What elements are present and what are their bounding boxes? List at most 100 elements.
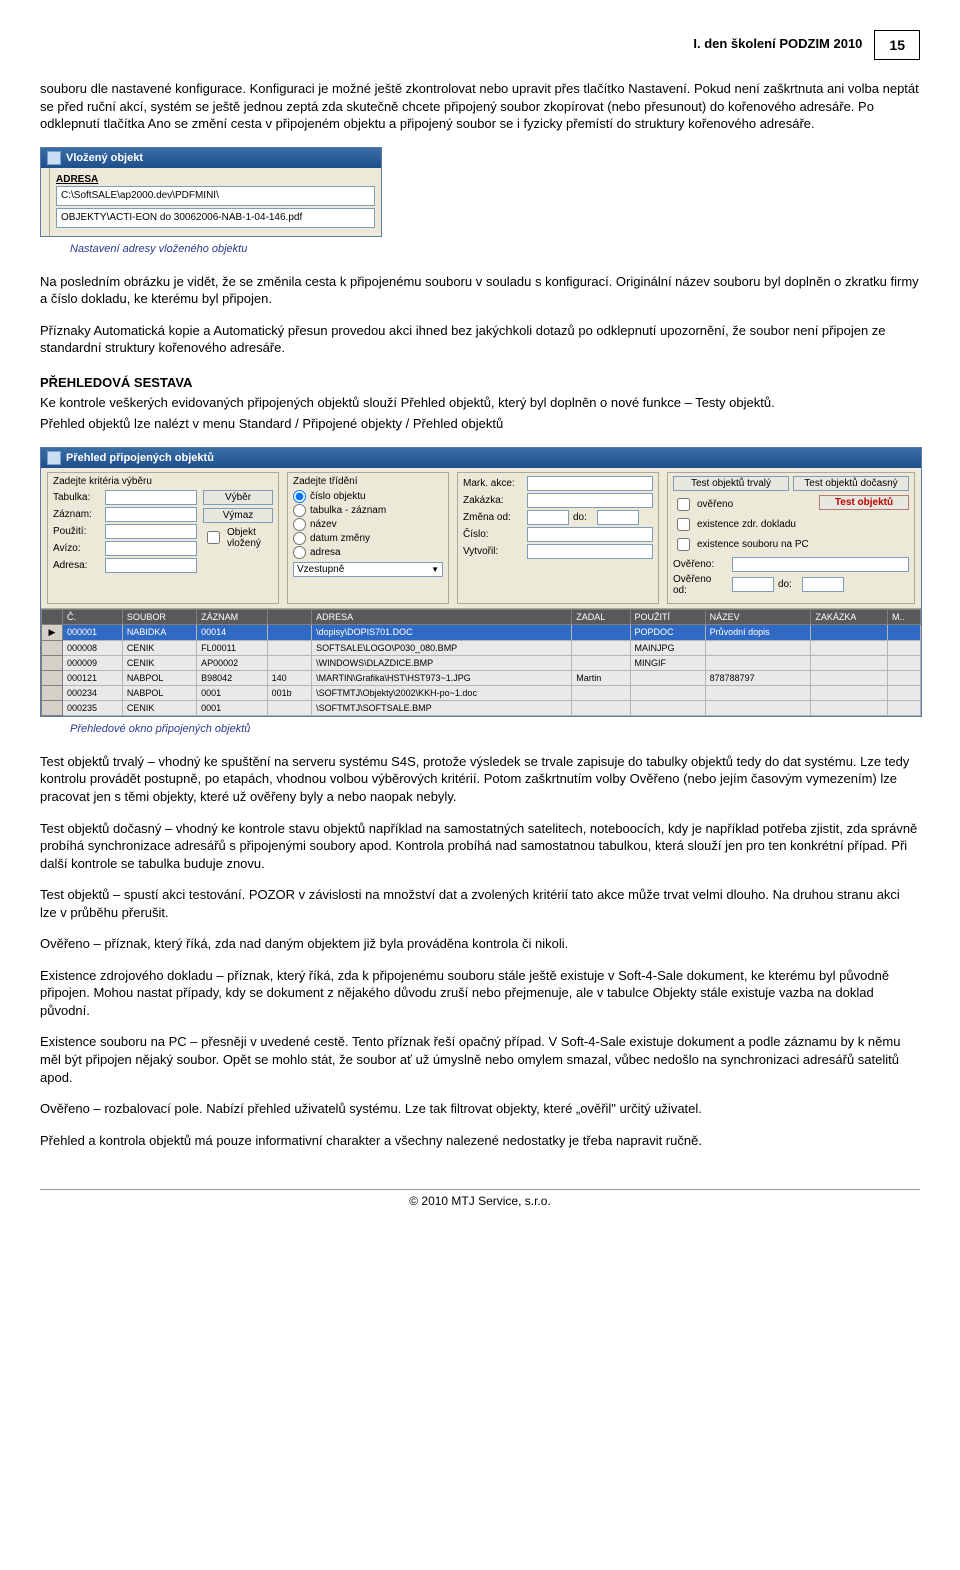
- input-avizo[interactable]: [105, 541, 197, 556]
- radio-cislo-label: číslo objektu: [310, 491, 366, 502]
- input-zakazka[interactable]: [527, 493, 653, 508]
- label-vytvoril: Vytvořil:: [463, 546, 523, 557]
- radio-nazev-label: název: [310, 519, 337, 530]
- grid-header[interactable]: ZAKÁZKA: [811, 609, 888, 624]
- grid-cell: [572, 655, 630, 670]
- objects-grid[interactable]: Č.SOUBORZÁZNAM ADRESAZADALPOUŽITÍNÁZEVZAK…: [41, 609, 921, 716]
- label-cislo: Číslo:: [463, 529, 523, 540]
- label-zakazka: Zakázka:: [463, 495, 523, 506]
- input-pouziti[interactable]: [105, 524, 197, 539]
- grid-header[interactable]: POUŽITÍ: [630, 609, 705, 624]
- test-trvaly-button[interactable]: Test objektů trvalý: [673, 476, 789, 491]
- table-row[interactable]: 000008CENIKFL00011SOFTSALE\LOGO\P030_080…: [42, 640, 921, 655]
- grid-cell: SOFTSALE\LOGO\P030_080.BMP: [312, 640, 572, 655]
- paragraph-2: Na posledním obrázku je vidět, že se změ…: [40, 273, 920, 308]
- path-field-2[interactable]: OBJEKTY\ACTI-EON do 30062006-NAB-1-04-14…: [56, 208, 375, 228]
- paragraph-6: Test objektů trvalý – vhodný ke spuštění…: [40, 753, 920, 806]
- section-title: PŘEHLEDOVÁ SESTAVA: [40, 375, 920, 390]
- grid-cell: CENIK: [122, 655, 196, 670]
- overeno-checkbox[interactable]: [677, 498, 690, 511]
- grid-cell: 001b: [267, 685, 311, 700]
- input-mark[interactable]: [527, 476, 653, 491]
- grid-header[interactable]: ZADAL: [572, 609, 630, 624]
- paragraph-12: Ověřeno – rozbalovací pole. Nabízí přehl…: [40, 1100, 920, 1118]
- grid-cell: [705, 640, 811, 655]
- grid-header[interactable]: ZÁZNAM: [197, 609, 268, 624]
- grid-cell: [267, 655, 311, 670]
- caption-2: Přehledové okno připojených objektů: [70, 723, 920, 735]
- vyber-button[interactable]: Výběr: [203, 490, 273, 505]
- radio-cislo[interactable]: [293, 490, 306, 503]
- input-vytvoril[interactable]: [527, 544, 653, 559]
- path-field-1[interactable]: C:\SoftSALE\ap2000.dev\PDFMINI\: [56, 186, 375, 206]
- grid-cell: \WINDOWS\DLAZDICE.BMP: [312, 655, 572, 670]
- grid-cell: [572, 624, 630, 640]
- input-adresa[interactable]: [105, 558, 197, 573]
- label-do2: do:: [778, 579, 798, 590]
- grid-cell: [267, 624, 311, 640]
- table-row[interactable]: 000121NABPOLB98042140\MARTIN\Grafika\HST…: [42, 670, 921, 685]
- grid-cell: 000234: [63, 685, 123, 700]
- grid-cell: POPDOC: [630, 624, 705, 640]
- grid-cell: B98042: [197, 670, 268, 685]
- soubor-checkbox[interactable]: [677, 538, 690, 551]
- radio-tabulka-label: tabulka - záznam: [310, 505, 386, 516]
- label-do: do:: [573, 512, 593, 523]
- grid-cell: 000009: [63, 655, 123, 670]
- grid-cell: [42, 670, 63, 685]
- grid-header[interactable]: [42, 609, 63, 624]
- input-zmena-od[interactable]: [527, 510, 569, 525]
- grid-cell: AP00002: [197, 655, 268, 670]
- overview-titlebar: Přehled připojených objektů: [41, 448, 921, 468]
- grid-cell: [811, 655, 888, 670]
- objekt-vlozeny-checkbox[interactable]: [207, 531, 220, 544]
- radio-adresa[interactable]: [293, 546, 306, 559]
- label-mark: Mark. akce:: [463, 478, 523, 489]
- grid-cell: [705, 655, 811, 670]
- table-row[interactable]: 000234NABPOL0001001b\SOFTMTJ\Objekty\200…: [42, 685, 921, 700]
- grid-header[interactable]: [267, 609, 311, 624]
- paragraph-4: Ke kontrole veškerých evidovaných připoj…: [40, 394, 920, 412]
- grid-cell: [42, 655, 63, 670]
- side-handle[interactable]: [41, 168, 50, 236]
- input-cislo[interactable]: [527, 527, 653, 542]
- radio-nazev[interactable]: [293, 518, 306, 531]
- vzestupne-select[interactable]: Vzestupně▼: [293, 562, 443, 577]
- window-title-text: Vložený objekt: [66, 152, 143, 164]
- table-row[interactable]: 000009CENIKAP00002 \WINDOWS\DLAZDICE.BMP M…: [42, 655, 921, 670]
- radio-datum[interactable]: [293, 532, 306, 545]
- input-zaznam[interactable]: [105, 507, 197, 522]
- zdroj-checkbox[interactable]: [677, 518, 690, 531]
- page-footer: © 2010 MTJ Service, s.r.o.: [40, 1189, 920, 1208]
- grid-cell: FL00011: [197, 640, 268, 655]
- radio-datum-label: datum změny: [310, 533, 370, 544]
- field-label-adresa: ADRESA: [56, 174, 375, 185]
- input-tabulka[interactable]: [105, 490, 197, 505]
- grid-header[interactable]: M..: [887, 609, 920, 624]
- grid-cell: MINGIF: [630, 655, 705, 670]
- label-overeno: Ověřeno:: [673, 559, 728, 570]
- input-overeno-od[interactable]: [732, 577, 774, 592]
- input-zmena-do[interactable]: [597, 510, 639, 525]
- window-titlebar: Vložený objekt: [41, 148, 381, 168]
- input-overeno-do[interactable]: [802, 577, 844, 592]
- grid-header[interactable]: ADRESA: [312, 609, 572, 624]
- inserted-object-window: Vložený objekt ADRESA C:\SoftSALE\ap2000…: [40, 147, 382, 237]
- table-row[interactable]: ▶000001NABIDKA00014\dopisy\DOPIS701.DOCP…: [42, 624, 921, 640]
- vymaz-button[interactable]: Výmaz: [203, 508, 273, 523]
- grid-cell: [887, 685, 920, 700]
- radio-tabulka[interactable]: [293, 504, 306, 517]
- grid-header[interactable]: Č.: [63, 609, 123, 624]
- test-docasny-button[interactable]: Test objektů dočasný: [793, 476, 909, 491]
- table-row[interactable]: 000235CENIK0001\SOFTMTJ\SOFTSALE.BMP: [42, 700, 921, 715]
- test-objektu-button[interactable]: Test objektů: [819, 495, 909, 510]
- grid-cell: [572, 700, 630, 715]
- grid-cell: NABPOL: [122, 685, 196, 700]
- grid-cell: [887, 700, 920, 715]
- grid-cell: [887, 624, 920, 640]
- input-overeno[interactable]: [732, 557, 909, 572]
- grid-cell: [42, 685, 63, 700]
- label-pouziti: Použití:: [53, 526, 101, 537]
- grid-header[interactable]: SOUBOR: [122, 609, 196, 624]
- grid-header[interactable]: NÁZEV: [705, 609, 811, 624]
